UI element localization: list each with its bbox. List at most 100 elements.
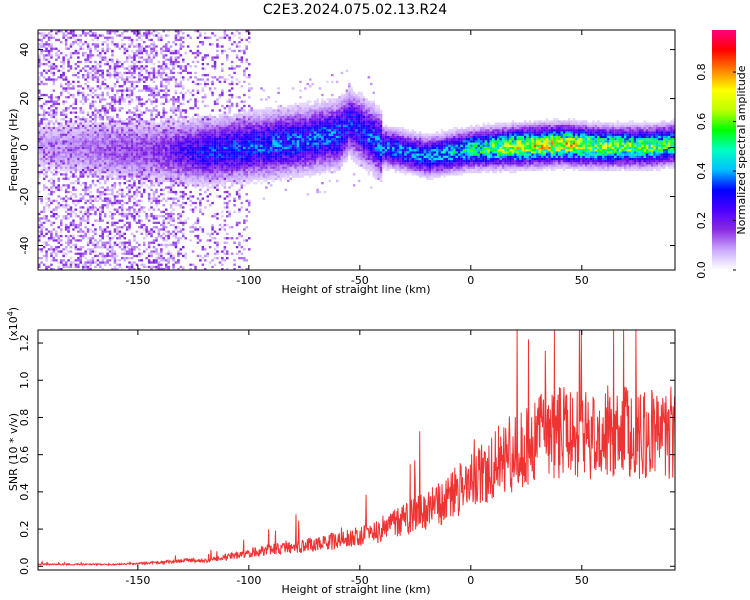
spectrogram-cell bbox=[228, 166, 231, 169]
spectrogram-cell bbox=[147, 149, 151, 152]
spectrogram-cell bbox=[201, 133, 205, 136]
spectrogram-cell bbox=[99, 109, 102, 112]
spectrogram-cell bbox=[60, 261, 63, 264]
spectrogram-cell bbox=[233, 197, 236, 200]
spectrogram-cell bbox=[111, 96, 114, 99]
spectrogram-cell bbox=[162, 237, 165, 240]
spectrogram-cell bbox=[226, 190, 229, 194]
spectrogram-cell bbox=[79, 210, 82, 213]
spectrogram-cell bbox=[177, 182, 180, 185]
spectrogram-cell bbox=[243, 168, 246, 172]
spectrogram-cell bbox=[50, 56, 53, 59]
spectrogram-cell bbox=[64, 34, 68, 37]
spectrogram-cell bbox=[89, 186, 92, 189]
spectrogram-cell bbox=[140, 226, 143, 229]
spectrogram-cell bbox=[135, 115, 139, 119]
spectrogram-cell bbox=[140, 177, 143, 180]
spectrogram-cell bbox=[52, 109, 56, 112]
spectrogram-cell bbox=[165, 65, 168, 68]
spectrogram-cell bbox=[157, 261, 161, 264]
spectrogram-cell bbox=[235, 65, 239, 68]
spectrogram-cell bbox=[155, 144, 158, 147]
spectrogram-cell bbox=[96, 149, 100, 152]
spectrogram-cell bbox=[84, 201, 87, 205]
spectrogram-cell bbox=[182, 223, 185, 227]
spectrogram-cell bbox=[47, 36, 51, 39]
spectrogram-cell bbox=[113, 129, 117, 132]
spectrogram-cell bbox=[160, 199, 163, 202]
spectrogram-cell bbox=[201, 182, 205, 185]
spectrogram-cell bbox=[230, 157, 234, 161]
spectrogram-cell bbox=[111, 129, 114, 132]
spectrogram-cell bbox=[182, 65, 185, 68]
spectrogram-cell bbox=[201, 122, 205, 125]
spectrogram-cell bbox=[57, 76, 60, 79]
spectrogram-cell bbox=[226, 204, 229, 207]
spectrogram-cell bbox=[42, 113, 46, 116]
spectrogram-cell bbox=[74, 246, 78, 249]
spectrogram-cell bbox=[233, 177, 236, 180]
spectrogram-cell bbox=[125, 221, 129, 224]
spectrogram-cell bbox=[194, 71, 197, 75]
spectrogram-cell bbox=[135, 193, 139, 196]
spectrogram-cell bbox=[103, 171, 107, 174]
spectrogram-cell bbox=[111, 138, 114, 141]
spectrogram-cell bbox=[199, 118, 202, 121]
spectrogram-cell bbox=[81, 111, 85, 114]
spectrogram-cell bbox=[199, 122, 202, 125]
spectrogram-cell bbox=[138, 157, 141, 161]
spectrogram-cell bbox=[167, 47, 170, 50]
spectrogram-cell bbox=[108, 74, 112, 77]
spectrogram-cell bbox=[196, 168, 200, 172]
spectrogram-cell bbox=[138, 56, 141, 59]
spectrogram-cell bbox=[145, 49, 148, 53]
spectrogram-cell bbox=[189, 175, 192, 178]
spectrogram-cell bbox=[238, 234, 241, 238]
spectrogram-cell bbox=[147, 153, 151, 156]
spectrogram-cell bbox=[179, 151, 183, 154]
spectrogram-cell bbox=[201, 78, 205, 81]
spectrogram-cell bbox=[101, 230, 104, 233]
spectrogram-cell bbox=[47, 237, 51, 240]
spectrogram-cell bbox=[128, 179, 131, 183]
spectrogram-cell bbox=[64, 47, 68, 50]
spectrogram-cell bbox=[196, 49, 200, 53]
spectrogram-cell bbox=[81, 74, 85, 77]
spectrogram-cell bbox=[116, 232, 119, 235]
spectrogram-cell bbox=[57, 157, 60, 161]
spectrogram-cell bbox=[194, 153, 197, 156]
spectrogram-cell bbox=[74, 74, 78, 77]
spectrogram-cell bbox=[177, 151, 180, 154]
spectrogram-cell bbox=[157, 135, 161, 139]
spectrogram-cell bbox=[116, 45, 119, 48]
spectrogram-cell bbox=[125, 212, 129, 216]
spectrogram-cell bbox=[99, 131, 102, 134]
spectrogram-cell bbox=[72, 80, 75, 83]
spectrogram-cell bbox=[72, 228, 75, 231]
spectrogram-cell bbox=[40, 210, 43, 213]
spectrogram-cell bbox=[38, 157, 41, 161]
spectrogram-cell bbox=[106, 171, 109, 174]
spectrogram-cell bbox=[169, 124, 173, 127]
spectrogram-cell bbox=[94, 184, 97, 187]
spectrogram-cell bbox=[145, 162, 148, 165]
spectrogram-cell bbox=[157, 232, 161, 235]
spectrogram-cell bbox=[91, 113, 95, 116]
spectrogram-cell bbox=[204, 151, 207, 154]
spectrogram-cell bbox=[50, 135, 53, 139]
spectrogram-cell bbox=[57, 149, 60, 152]
spectrogram-cell bbox=[64, 142, 68, 145]
spectrogram-cell bbox=[174, 149, 178, 152]
spectrogram-cell bbox=[160, 133, 163, 136]
spectrogram-cell bbox=[40, 142, 43, 145]
spectrogram-cell bbox=[101, 144, 104, 147]
spectrogram-cell bbox=[91, 212, 95, 216]
spectrogram-cell bbox=[221, 45, 224, 48]
spectrogram-cell bbox=[77, 135, 80, 139]
spectrogram-cell bbox=[89, 151, 92, 154]
spectrogram-cell bbox=[101, 252, 104, 255]
spectrogram-cell bbox=[69, 190, 73, 194]
spectrogram-cell bbox=[60, 126, 63, 130]
spectrogram-cell bbox=[233, 149, 236, 152]
